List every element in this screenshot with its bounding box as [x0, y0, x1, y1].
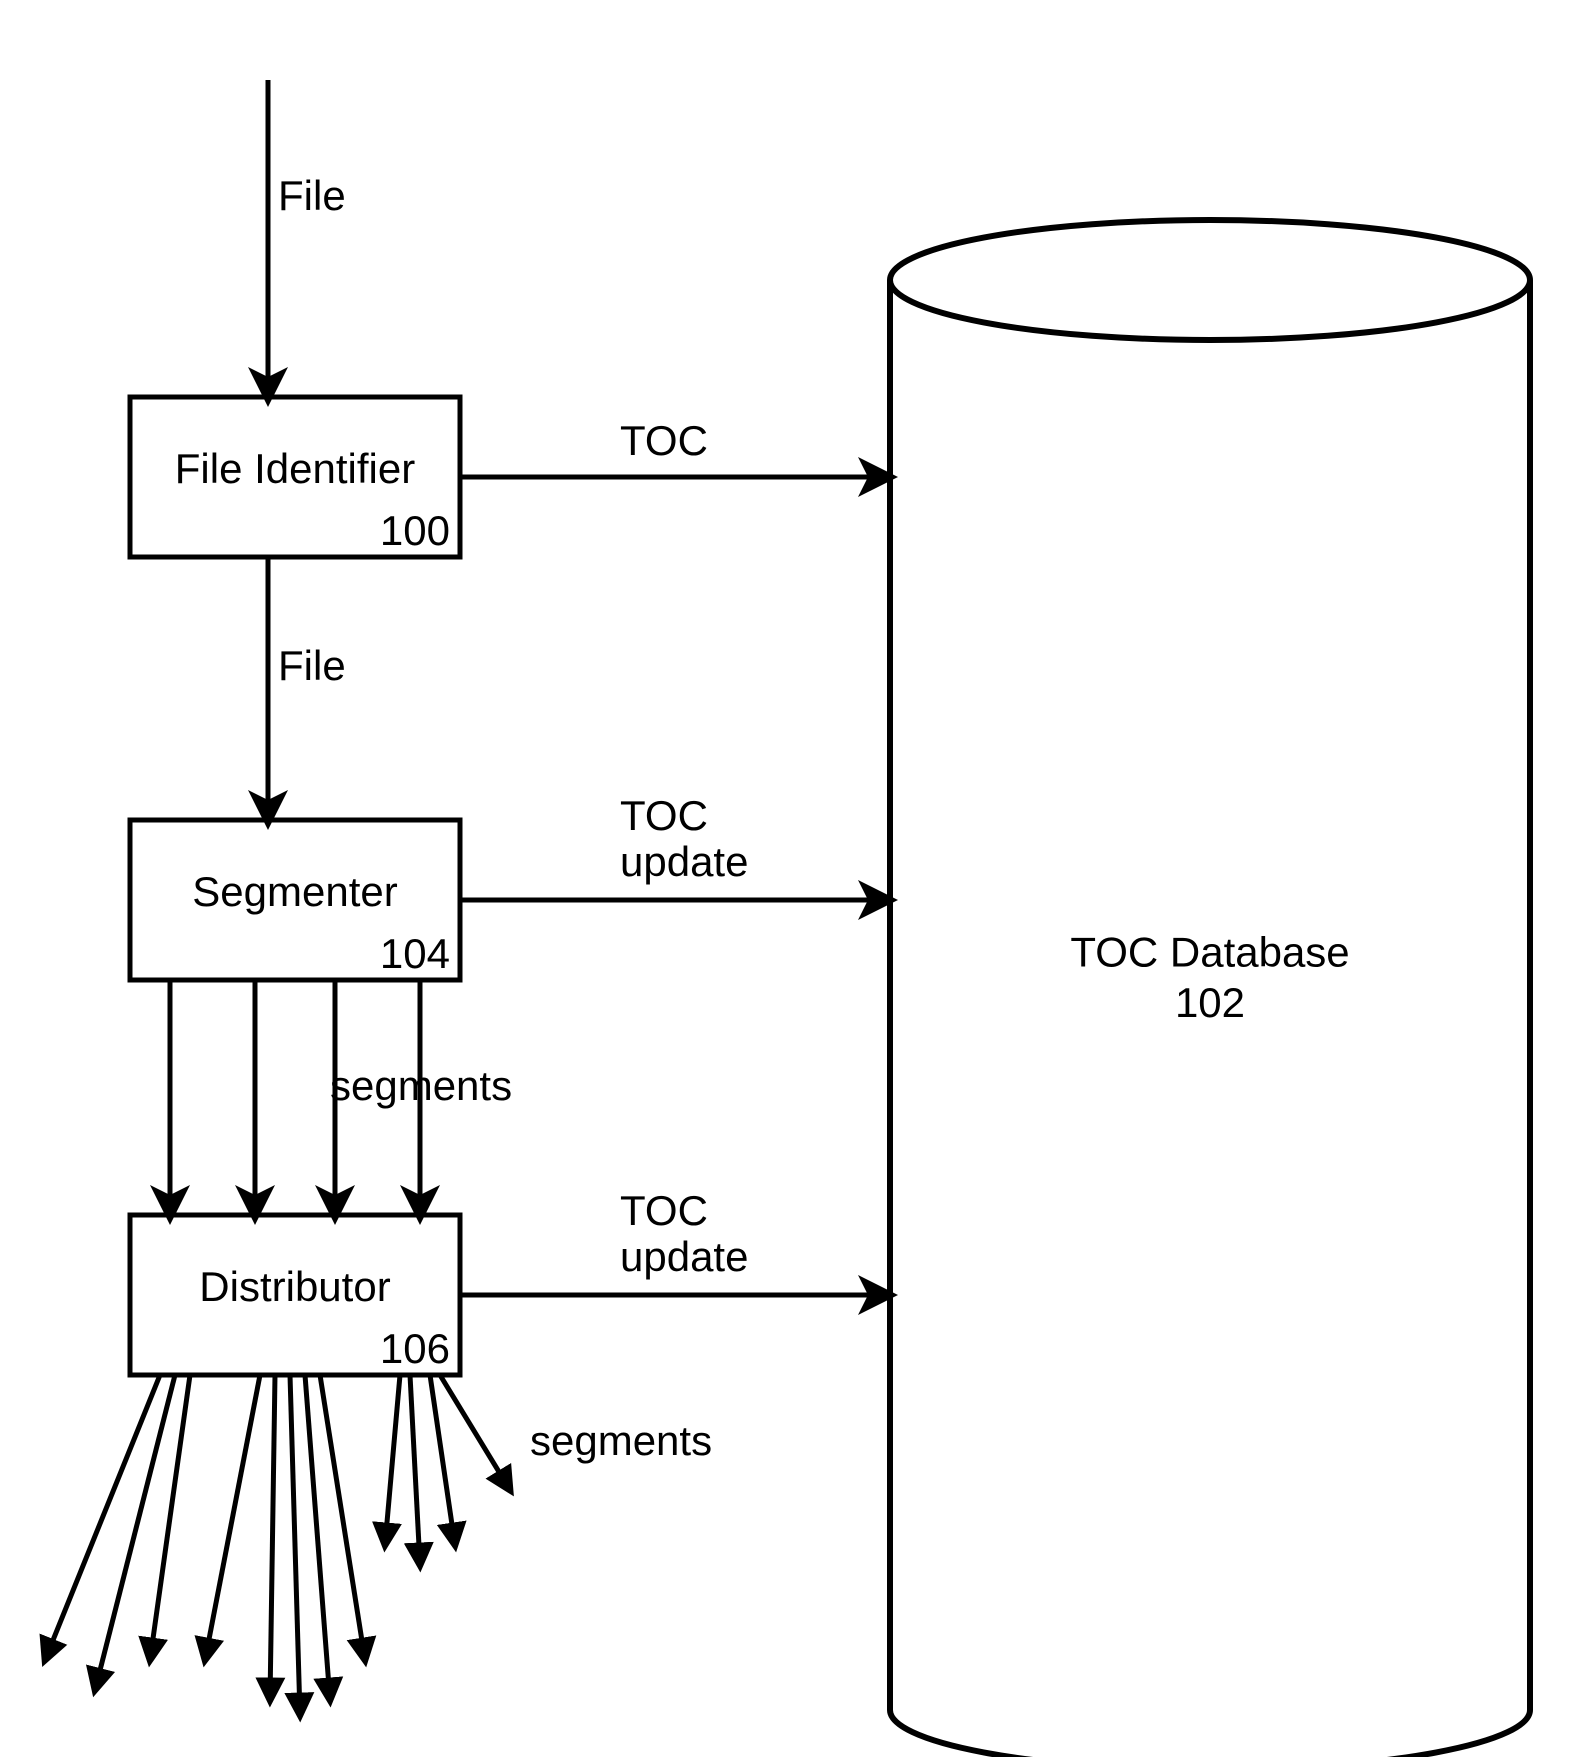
- distributor-out-arrow: [290, 1375, 300, 1715]
- file-identifier-refnum: 100: [380, 507, 450, 554]
- segmenter-label: Segmenter: [192, 868, 397, 915]
- distributor-label: Distributor: [199, 1263, 390, 1310]
- segmenter-node: Segmenter 104: [130, 820, 460, 980]
- flowchart-diagram: TOC Database 102 File Identifier 100 Seg…: [0, 0, 1583, 1757]
- distributor-out-arrow: [45, 1375, 160, 1660]
- distributor-out-arrows: [45, 1375, 510, 1715]
- segments-out-label: segments: [530, 1417, 712, 1464]
- toc-database-refnum: 102: [1175, 979, 1245, 1026]
- segmenter-refnum: 104: [380, 930, 450, 977]
- distributor-out-arrow: [95, 1375, 175, 1690]
- file-in-label: File: [278, 172, 346, 219]
- distributor-out-arrow: [150, 1375, 190, 1660]
- toc-update-1-label-a: TOC: [620, 792, 708, 839]
- distributor-out-arrow: [410, 1375, 420, 1565]
- toc-database-node: TOC Database 102: [890, 220, 1530, 1757]
- toc-update-1-label-b: update: [620, 838, 748, 885]
- toc-update-2-label-b: update: [620, 1233, 748, 1280]
- toc-edge-label: TOC: [620, 417, 708, 464]
- toc-database-label: TOC Database: [1070, 928, 1349, 975]
- distributor-out-arrow: [440, 1375, 510, 1490]
- distributor-node: Distributor 106: [130, 1215, 460, 1375]
- file-mid-label: File: [278, 642, 346, 689]
- distributor-out-arrow: [270, 1375, 275, 1700]
- distributor-refnum: 106: [380, 1325, 450, 1372]
- distributor-out-arrow: [320, 1375, 365, 1660]
- distributor-out-arrow: [205, 1375, 260, 1660]
- file-identifier-node: File Identifier 100: [130, 397, 460, 557]
- file-identifier-label: File Identifier: [175, 445, 415, 492]
- distributor-out-arrow: [385, 1375, 400, 1545]
- distributor-out-arrow: [430, 1375, 455, 1545]
- toc-update-2-label-a: TOC: [620, 1187, 708, 1234]
- main-edges: [268, 80, 888, 1295]
